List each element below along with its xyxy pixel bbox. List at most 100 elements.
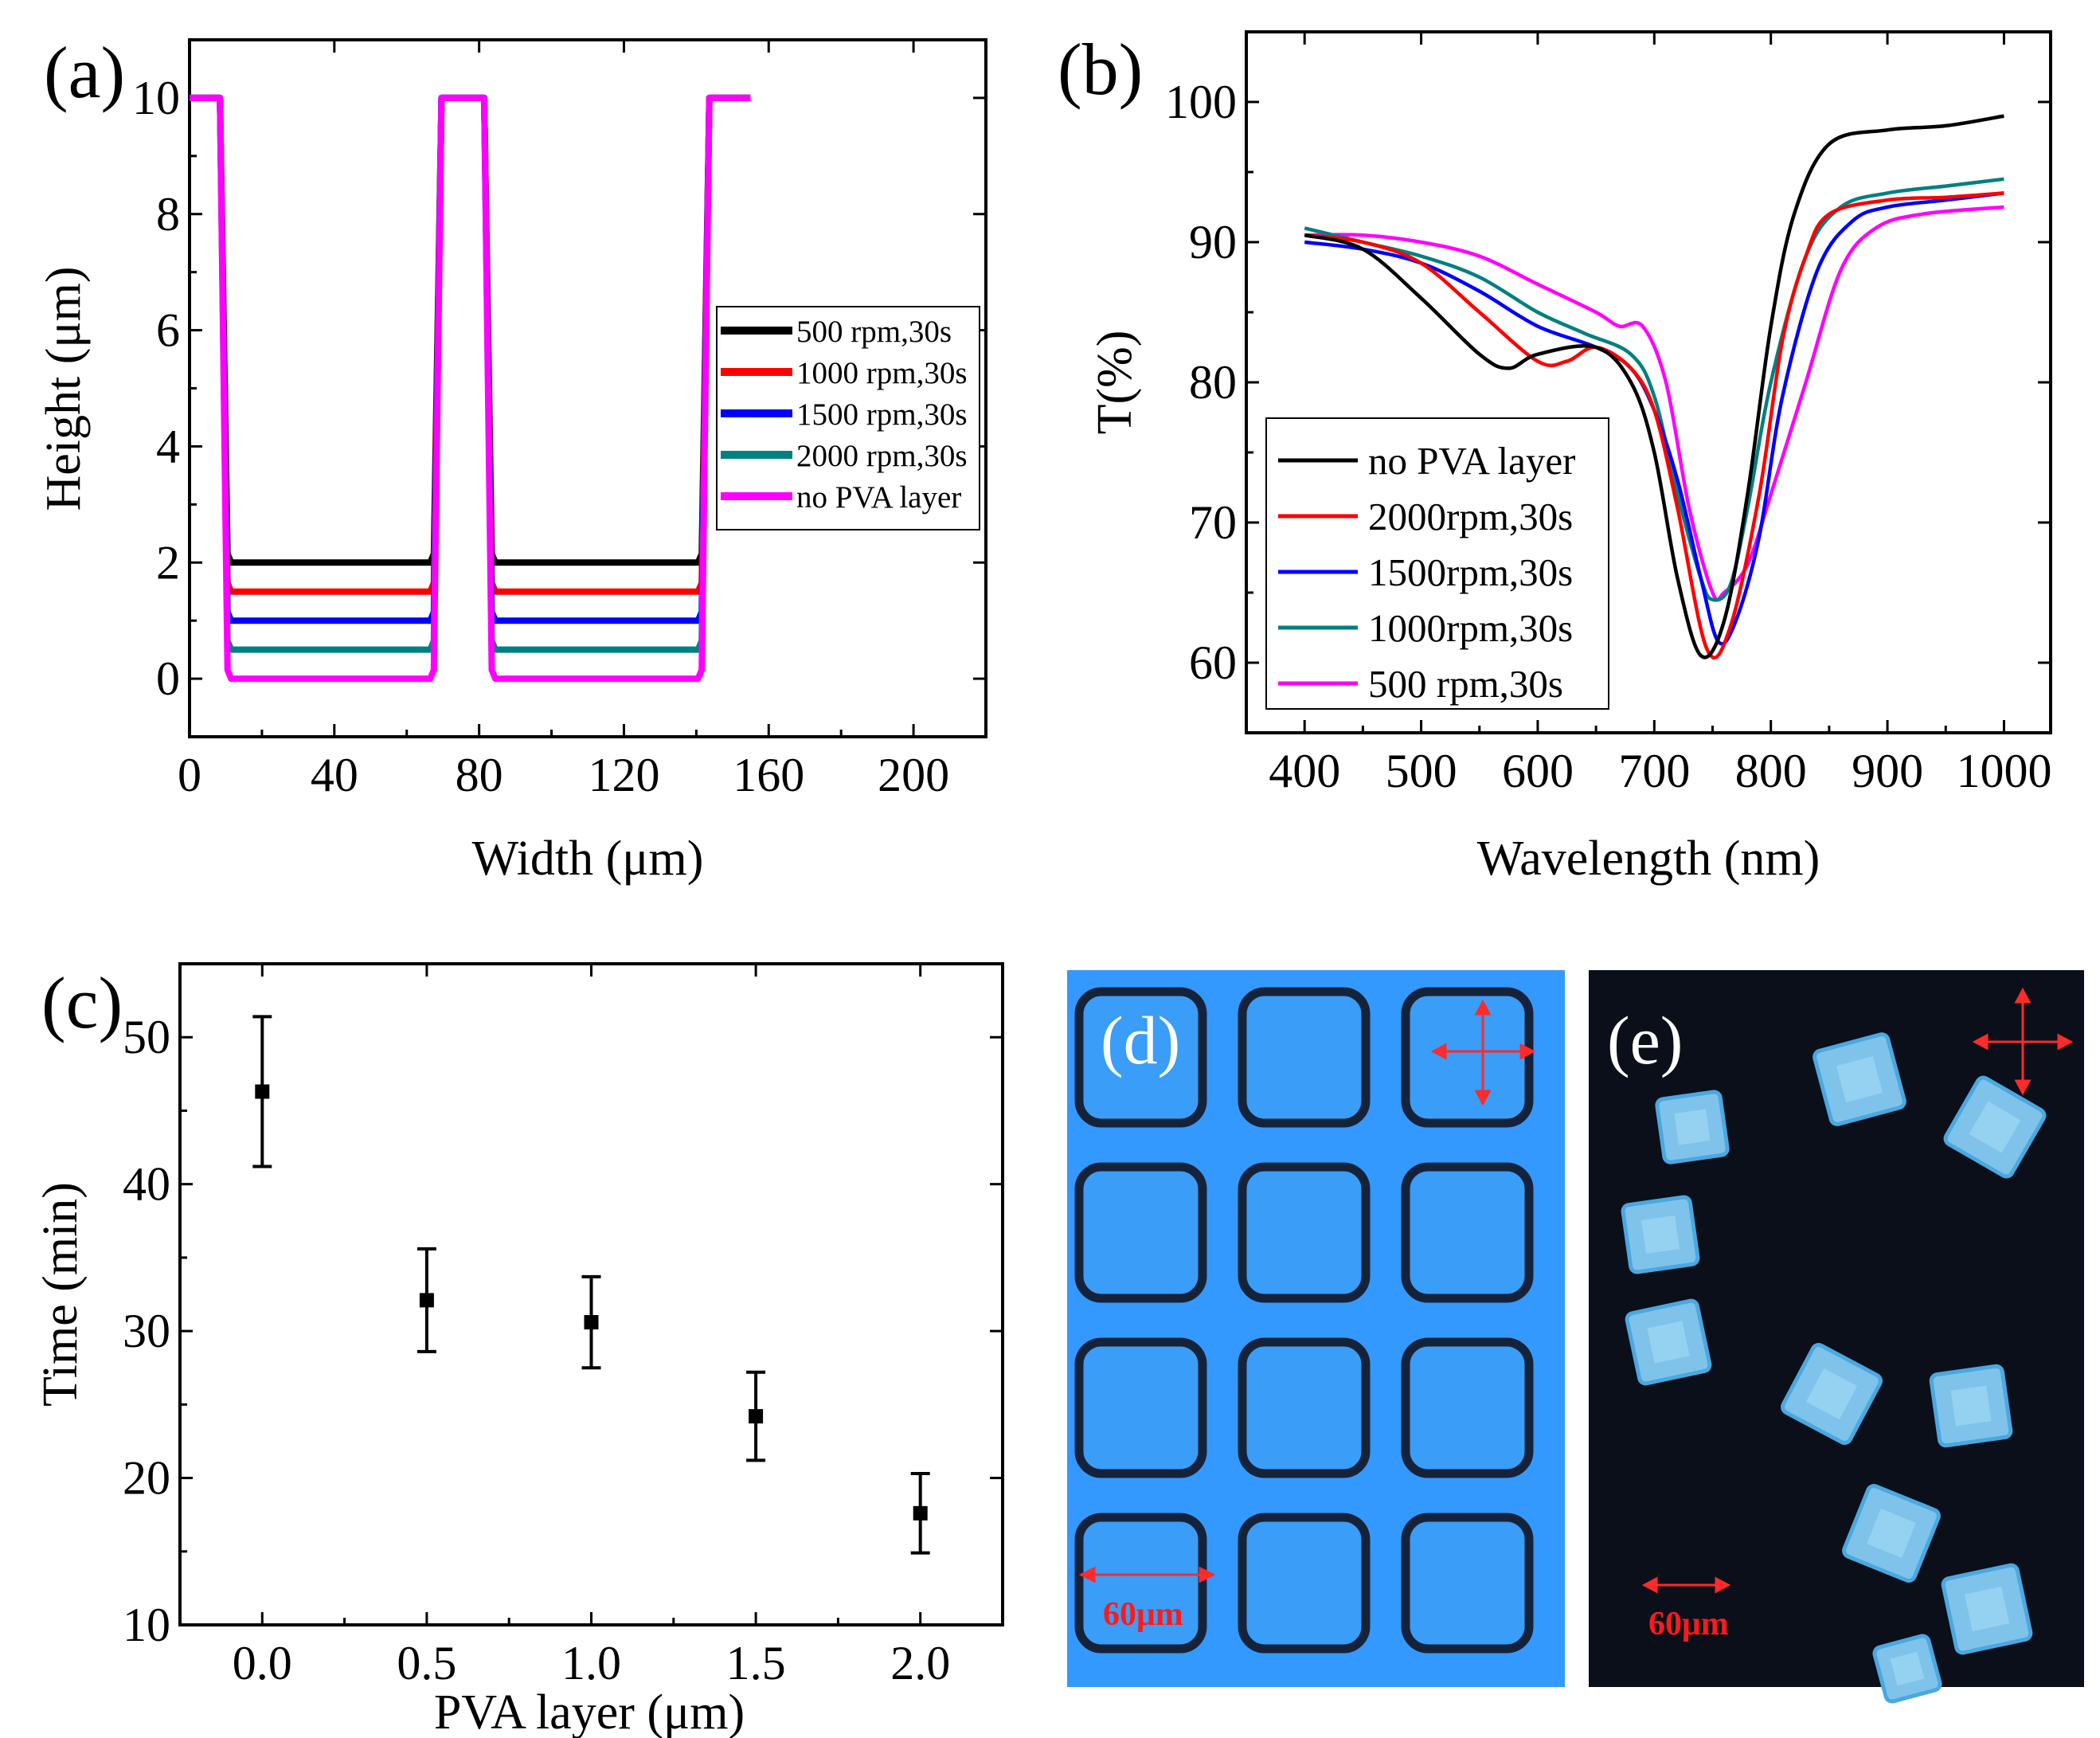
series-line-1 [1304,191,2004,660]
micro-square [1074,1513,1207,1654]
crystal-highlight [1964,1586,2010,1632]
micro-square [1074,1162,1207,1303]
panel-d-label: (d) [1101,1002,1180,1078]
data-point [584,1315,599,1330]
series-line-0 [190,94,751,566]
micro-square [1401,1337,1534,1478]
x-tick-label: 120 [588,749,659,801]
data-point [419,1293,434,1308]
panel-c-label: (c) [41,962,123,1043]
legend-label: 2000rpm,30s [1368,495,1573,538]
y-tick-label: 10 [132,72,180,124]
crystal-highlight [1950,1385,1992,1427]
panel-e-scale-bar [1641,1576,1731,1594]
panel-a-ylabel: Height (μm) [37,266,91,511]
panel-c-series [252,1015,930,1555]
panel-b-xlabel: Wavelength (nm) [1477,832,1820,886]
legend-label: no PVA layer [796,480,961,515]
series-line-4 [1304,205,2004,602]
y-tick-label: 2 [156,536,180,589]
x-tick-label: 600 [1502,745,1574,797]
panel-e-scale-label: 60μm [1648,1606,1729,1642]
micro-square [1238,1513,1371,1654]
x-tick-label: 1000 [1956,745,2051,797]
panel-d-scale-label: 60μm [1103,1596,1183,1633]
x-tick-label: 0 [178,749,201,801]
x-tick-label: 80 [456,749,503,801]
panel-d-square-grid [1074,987,1534,1654]
y-tick-label: 60 [1189,636,1237,689]
panel-b-ylabel: T(%) [1088,331,1142,435]
panel-a-xlabel: Width (μm) [472,832,704,886]
y-tick-label: 0 [156,652,180,705]
micro-square [1238,1162,1371,1303]
crystal-highlight [1836,1055,1883,1103]
panel-a-label: (a) [44,32,125,113]
panel-b-legend: no PVA layer 2000rpm,30s 1500rpm,30s 1000rp… [1265,417,1609,710]
y-tick-label: 70 [1189,496,1237,549]
legend-label: 500 rpm,30s [1368,662,1563,706]
legend-label: 1500rpm,30s [1368,550,1573,594]
legend-label: no PVA layer [1368,439,1575,483]
y-tick-label: 80 [1189,356,1237,409]
micro-square [1238,1337,1371,1478]
panel-d-polarizer-cross-icon [1430,999,1536,1106]
x-tick-label: 200 [878,749,949,801]
x-tick-label: 40 [311,749,358,801]
panel-e-micrograph: (e) 60μm [1589,970,2084,1704]
panel-a-ticks: 0 40 80 120 160 200 0 2 4 6 8 10 [132,40,986,801]
panel-a: (a) 0 40 80 120 160 200 0 2 4 6 8 10 Width (μm) Hei… [37,32,987,886]
panel-c-ylabel: Time (min) [33,1182,88,1407]
y-tick-label: 10 [123,1599,170,1651]
series-line-1 [190,94,751,595]
micro-square [1074,987,1207,1128]
series-line-2 [190,94,751,624]
data-point [255,1084,270,1099]
y-tick-label: 50 [123,1011,170,1063]
x-tick-label: 400 [1269,745,1340,797]
x-tick-label: 1.0 [561,1637,621,1689]
micro-square [1401,1162,1534,1303]
series-line-4 [190,94,751,683]
x-tick-label: 700 [1618,745,1690,797]
panel-e-label: (e) [1607,1002,1683,1078]
y-tick-label: 100 [1165,76,1237,128]
panel-c-xlabel: PVA layer (μm) [434,1685,745,1738]
legend-label: 1000 rpm,30s [796,356,968,390]
y-tick-label: 40 [123,1158,170,1211]
legend-label: 500 rpm,30s [796,315,952,349]
panel-a-series [190,94,751,683]
micro-square [1401,987,1534,1128]
y-tick-label: 90 [1189,216,1237,268]
legend-label: 2000 rpm,30s [796,439,968,473]
x-tick-label: 1.5 [726,1637,786,1689]
x-tick-label: 800 [1735,745,1807,797]
crystal-highlight [1969,1101,2021,1153]
panel-e-crystals [1621,1032,2047,1704]
data-point [913,1505,928,1521]
panel-b: (b) 400 500 600 700 800 900 1000 60 70 80 90 100 Wa… [1058,29,2052,886]
panel-b-series [1304,114,2004,660]
series-line-0 [1304,114,2004,660]
crystal-highlight [1867,1509,1916,1558]
panel-d-micrograph: (d) 60μm [1067,970,1565,1687]
y-tick-label: 6 [156,304,180,357]
panel-c-ticks: 0.0 0.5 1.0 1.5 2.0 10 20 30 40 50 [123,964,1003,1689]
crystal-highlight [1805,1368,1858,1420]
panel-b-label: (b) [1058,29,1143,110]
crystal-highlight [1890,1651,1925,1686]
panel-a-legend: 500 rpm,30s 1000 rpm,30s 1500 rpm,30s 2000 … [716,306,980,530]
data-point [749,1409,764,1424]
crystal-highlight [1674,1109,1711,1145]
panel-b-ticks: 400 500 600 700 800 900 1000 60 70 80 90 100 [1165,32,2051,797]
legend-label: 1000rpm,30s [1368,606,1573,650]
x-tick-label: 160 [733,749,804,801]
crystal-highlight [1647,1321,1690,1364]
panel-c: (c) 0.0 0.5 1.0 1.5 2.0 10 20 30 40 50 PVA layer … [33,962,1004,1738]
y-tick-label: 4 [156,420,180,472]
x-tick-label: 0.5 [397,1637,456,1689]
x-tick-label: 500 [1386,745,1457,797]
crystal-highlight [1641,1215,1680,1255]
y-tick-label: 20 [123,1452,170,1505]
